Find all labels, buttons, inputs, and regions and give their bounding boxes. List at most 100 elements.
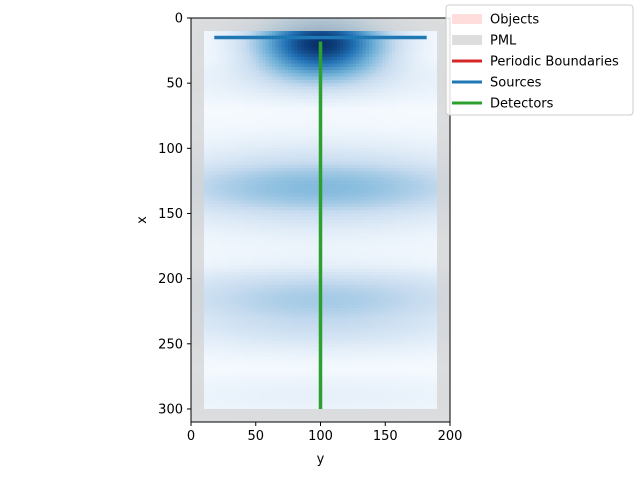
field-cell (378, 122, 383, 127)
field-cell (220, 109, 224, 114)
field-cell (385, 145, 390, 149)
field-cell (284, 148, 289, 153)
field-cell (301, 112, 305, 117)
field-cell (430, 174, 435, 179)
field-cell (349, 109, 354, 114)
field-cell (339, 177, 344, 182)
field-cell (333, 109, 338, 114)
field-cell (414, 89, 419, 94)
field-cell (343, 171, 347, 175)
field-cell (249, 99, 254, 104)
field-cell (433, 57, 438, 61)
field-cell (281, 115, 286, 120)
field-cell (255, 83, 260, 88)
field-cell (372, 171, 377, 175)
field-cell (359, 125, 364, 130)
field-cell (385, 109, 390, 114)
field-cell (216, 119, 221, 123)
field-cell (420, 112, 425, 117)
field-cell (388, 105, 393, 110)
field-cell (262, 203, 267, 208)
field-cell (307, 53, 312, 58)
field-cell (262, 180, 267, 185)
field-cell (369, 174, 373, 179)
field-cell (233, 158, 237, 162)
field-cell (398, 99, 403, 104)
field-cell (229, 83, 234, 88)
field-cell (336, 158, 341, 162)
field-cell (323, 109, 328, 114)
field-cell (203, 60, 208, 65)
field-cell (401, 216, 406, 221)
field-cell (294, 50, 299, 55)
field-cell (297, 79, 302, 84)
field-cell (210, 92, 215, 97)
field-cell (424, 145, 428, 149)
field-cell (391, 125, 396, 130)
field-cell (339, 167, 344, 172)
field-cell (288, 187, 292, 192)
field-cell (307, 76, 312, 81)
field-cell (420, 128, 425, 133)
field-cell (352, 60, 357, 65)
field-cell (314, 187, 318, 192)
field-cell (320, 31, 325, 35)
field-cell (398, 213, 403, 218)
field-cell (382, 92, 386, 97)
field-cell (330, 53, 335, 58)
field-cell (356, 73, 360, 78)
field-cell (265, 96, 270, 101)
field-cell (301, 37, 305, 42)
field-cell (216, 216, 221, 221)
field-cell (216, 128, 221, 133)
field-cell (314, 119, 318, 123)
field-cell (220, 79, 224, 84)
field-cell (378, 73, 383, 78)
field-cell (281, 203, 286, 208)
field-cell (407, 79, 412, 84)
field-cell (229, 76, 234, 81)
field-cell (268, 73, 273, 78)
field-cell (365, 109, 370, 114)
field-cell (252, 37, 257, 42)
field-cell (281, 128, 286, 133)
field-cell (210, 148, 215, 153)
field-cell (297, 109, 302, 114)
field-cell (352, 66, 357, 71)
field-cell (271, 154, 276, 159)
field-cell (320, 115, 325, 120)
field-cell (236, 164, 241, 169)
field-cell (281, 57, 286, 61)
field-cell (424, 99, 428, 104)
field-cell (404, 109, 409, 114)
field-cell (239, 96, 244, 101)
field-cell (378, 200, 383, 205)
field-cell (307, 206, 312, 211)
field-cell (301, 109, 305, 114)
field-cell (213, 37, 218, 42)
field-cell (326, 180, 331, 185)
field-cell (268, 145, 273, 149)
field-cell (349, 148, 354, 153)
field-cell (401, 190, 406, 195)
field-cell (314, 125, 318, 130)
field-cell (297, 99, 302, 104)
field-cell (220, 151, 224, 156)
field-cell (203, 154, 208, 159)
field-cell (297, 119, 302, 123)
field-cell (210, 161, 215, 166)
field-cell (229, 50, 234, 55)
field-cell (359, 193, 364, 198)
field-cell (352, 135, 357, 140)
field-cell (420, 89, 425, 94)
field-cell (203, 132, 208, 136)
field-cell (382, 138, 386, 143)
field-cell (249, 79, 254, 84)
field-cell (297, 73, 302, 78)
field-cell (284, 210, 289, 215)
field-cell (391, 190, 396, 195)
field-cell (210, 128, 215, 133)
field-cell (236, 109, 241, 114)
field-cell (401, 53, 406, 58)
field-cell (404, 102, 409, 107)
